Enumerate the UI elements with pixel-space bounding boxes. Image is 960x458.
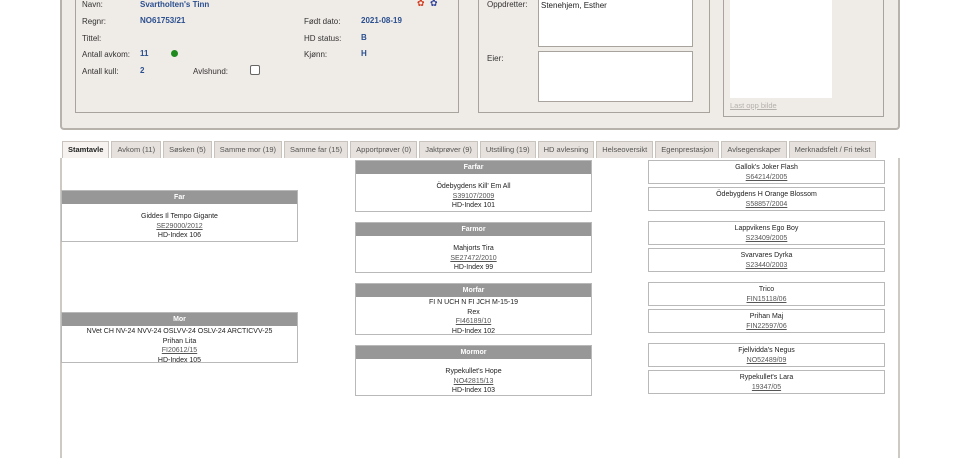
hd-index: HD-Index 99: [453, 264, 494, 271]
born-value: 2021-08-19: [361, 16, 402, 25]
dog-name: Ödebygdens H Orange Blossom: [716, 191, 817, 198]
reg-link[interactable]: SE29000/2012: [156, 222, 203, 230]
upload-image-link[interactable]: Last opp bilde: [730, 101, 777, 110]
breeding-dog-checkbox[interactable]: [250, 65, 260, 75]
dog-name: Ödebygdens Kill' Em All: [436, 183, 511, 190]
tab-0[interactable]: Stamtavle: [62, 141, 110, 158]
pedigree-mormor: Mormor Rypekullet's Hope NO42815/13 HD-I…: [355, 345, 592, 396]
pedigree-gen3-4: Trico FIN15118/06: [648, 282, 885, 306]
born-label: Født dato:: [304, 17, 341, 26]
reg-link[interactable]: S23409/2005: [745, 234, 788, 242]
pedigree-gen3-6: Fjellvidda's Negus NO52489/09: [648, 343, 885, 367]
tab-2[interactable]: Søsken (5): [163, 141, 212, 158]
rosette-red-icon: ✿: [417, 0, 425, 8]
reg-link[interactable]: FIN15118/06: [746, 295, 787, 303]
dog-name: Mahjorts Tira: [453, 245, 494, 252]
dog-name: Prihan Lita: [162, 337, 197, 345]
hd-index: HD-Index 106: [157, 232, 202, 239]
hd-index: HD-Index 101: [451, 202, 496, 209]
tab-10[interactable]: Egenprestasjon: [655, 141, 720, 158]
reg-link[interactable]: S58857/2004: [745, 200, 788, 208]
litters-label: Antall kull:: [82, 67, 119, 76]
dog-titles: FI N UCH N FI JCH M-15-19: [428, 299, 519, 306]
dog-image-area: [730, 0, 832, 98]
litters-value: 2: [140, 66, 145, 75]
reg-link[interactable]: FI20612/15: [161, 347, 198, 354]
dog-name: Rypekullet's Hope: [445, 368, 502, 375]
breeding-dog-label: Avlshund:: [193, 67, 228, 76]
regnr-label: Regnr:: [82, 17, 107, 26]
hd-label: HD status:: [304, 34, 342, 43]
dog-name: Rypekullet's Lara: [739, 374, 794, 381]
image-fieldset: Last opp bilde: [723, 0, 884, 117]
owner-fieldset: Oppdretter: Stenehjem, Esther Eier:: [478, 0, 710, 113]
pedigree-gen3-0: Gallok's Joker Flash S64214/2005: [648, 160, 885, 184]
tab-bar: Stamtavle Avkom (11) Søsken (5) Samme mor (…: [60, 141, 900, 158]
tab-1[interactable]: Avkom (11): [111, 141, 162, 158]
dog-name: Prihan Maj: [749, 313, 784, 320]
pedigree-farfar: Farfar Ödebygdens Kill' Em All S39107/20…: [355, 160, 592, 212]
pedigree-header: Farmor: [356, 223, 591, 236]
reg-link[interactable]: FIN22597/06: [746, 322, 787, 330]
tab-6[interactable]: Jaktprøver (9): [419, 141, 478, 158]
title-label: Tittel:: [82, 34, 102, 43]
reg-link[interactable]: 19347/05: [751, 383, 782, 391]
pedigree-header: Farfar: [356, 161, 591, 174]
regnr-value: NO61753/21: [140, 16, 186, 25]
offspring-value: 11: [140, 49, 149, 58]
pedigree-gen3-5: Prihan Maj FIN22597/06: [648, 309, 885, 333]
reg-link[interactable]: S23440/2003: [745, 261, 788, 269]
dog-name: Giddes Il Tempo Gigante: [141, 213, 218, 220]
tab-5[interactable]: Apportprøver (0): [350, 141, 418, 158]
dog-name: Rex: [467, 308, 480, 316]
hd-value: B: [361, 33, 367, 42]
pedigree-gen3-2: Lappvikens Ego Boy S23409/2005: [648, 221, 885, 245]
offspring-label: Antall avkom:: [82, 50, 131, 59]
reg-link[interactable]: SE27472/2010: [450, 254, 497, 262]
name-label: Navn:: [82, 0, 103, 9]
tab-8[interactable]: HD avlesning: [537, 141, 595, 158]
dog-name: Svartholten's Tinn: [140, 0, 210, 9]
pedigree-header: Mormor: [356, 346, 591, 359]
pedigree-mor: Mor NVet CH NV-24 NVV-24 OSLVV-24 OSLV-2…: [61, 312, 298, 364]
sex-label: Kjønn:: [304, 50, 328, 59]
tab-4[interactable]: Samme far (15): [284, 141, 349, 158]
pedigree-far: Far Giddes Il Tempo Gigante SE29000/2012…: [61, 190, 298, 242]
rosette-blue-icon: ✿: [430, 0, 438, 8]
breeder-textarea[interactable]: Stenehjem, Esther: [538, 0, 693, 47]
hd-index: HD-Index 105: [157, 356, 202, 364]
reg-link[interactable]: NO42815/13: [453, 377, 494, 385]
owner-label: Eier:: [487, 54, 504, 63]
reg-link[interactable]: FI46189/10: [455, 318, 492, 325]
reg-link[interactable]: NO52489/09: [746, 356, 787, 364]
dog-details-fieldset: Navn: Svartholten's Tinn Regnr: NO61753/…: [75, 0, 459, 113]
status-dot-icon: [171, 50, 178, 57]
tab-12[interactable]: Merknadsfelt / Fri tekst: [788, 141, 877, 158]
pedigree-gen3-7: Rypekullet's Lara 19347/05: [648, 370, 885, 394]
pedigree-gen3-1: Ödebygdens H Orange Blossom S58857/2004: [648, 187, 885, 211]
hd-index: HD-Index 103: [451, 387, 496, 394]
dog-titles: NVet CH NV-24 NVV-24 OSLVV-24 OSLV-24 AR…: [86, 328, 273, 335]
dog-name: Svarvares Dyrka: [740, 252, 793, 259]
pedigree-morfar: Morfar FI N UCH N FI JCH M-15-19 Rex FI4…: [355, 283, 592, 335]
pedigree-header: Far: [62, 191, 297, 204]
dog-name: Fjellvidda's Negus: [738, 347, 795, 354]
pedigree-header: Mor: [62, 313, 297, 326]
tab-9[interactable]: Helseoversikt: [596, 141, 654, 158]
sex-value: H: [361, 49, 367, 58]
pedigree-gen3-3: Svarvares Dyrka S23440/2003: [648, 248, 885, 272]
pedigree-farmor: Farmor Mahjorts Tira SE27472/2010 HD-Ind…: [355, 222, 592, 273]
tab-7[interactable]: Utstilling (19): [479, 141, 536, 158]
dog-name: Trico: [758, 286, 775, 293]
tab-3[interactable]: Samme mor (19): [213, 141, 283, 158]
pedigree-header: Morfar: [356, 284, 591, 297]
breeder-label: Oppdretter:: [487, 0, 528, 9]
owner-textarea[interactable]: [538, 51, 693, 102]
hd-index: HD-Index 102: [451, 327, 496, 335]
reg-link[interactable]: S64214/2005: [745, 173, 788, 181]
tab-11[interactable]: Avlsegenskaper: [721, 141, 787, 158]
reg-link[interactable]: S39107/2009: [452, 192, 495, 200]
dog-name: Lappvikens Ego Boy: [734, 225, 799, 232]
dog-name: Gallok's Joker Flash: [735, 164, 798, 171]
